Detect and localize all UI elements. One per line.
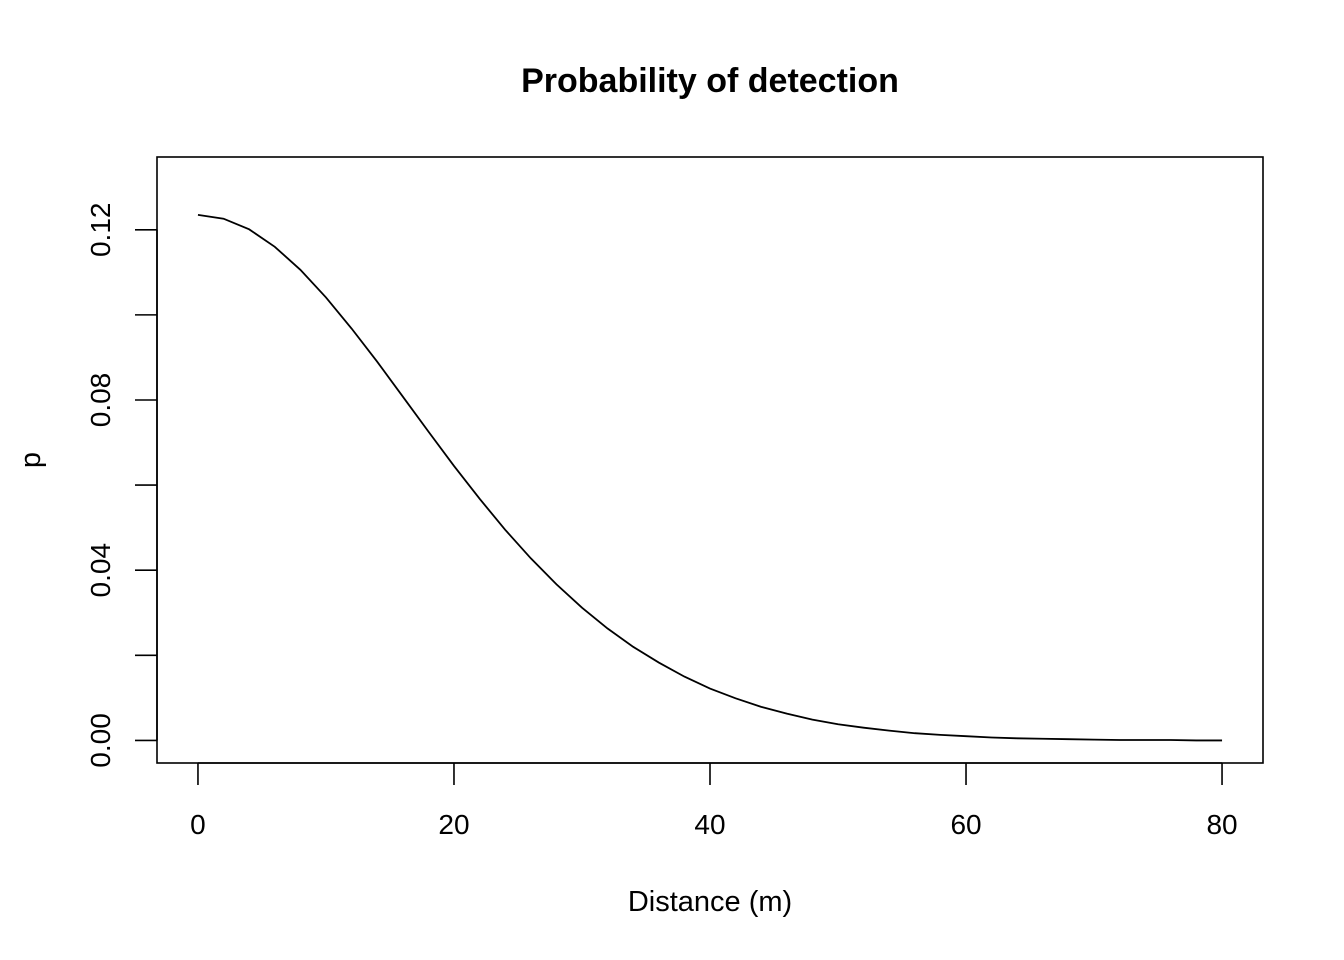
- x-tick-label: 80: [1206, 809, 1237, 840]
- x-tick-label: 40: [694, 809, 725, 840]
- x-axis-label: Distance (m): [628, 886, 792, 918]
- x-tick-label: 60: [950, 809, 981, 840]
- detection-curve: [197, 213, 1223, 742]
- y-axis: 0.00 0.04 0.08 0.12: [85, 203, 158, 768]
- x-tick-label: 0: [190, 809, 206, 840]
- x-tick-label: 20: [438, 809, 469, 840]
- y-tick-label: 0.08: [85, 373, 116, 428]
- y-axis-label: p: [15, 452, 47, 468]
- y-tick-label: 0.00: [85, 713, 116, 768]
- x-axis: 0 20 40 60 80: [190, 762, 1238, 840]
- y-tick-label: 0.04: [85, 543, 116, 598]
- chart-title: Probability of detection: [521, 62, 899, 100]
- y-tick-label: 0.12: [85, 203, 116, 257]
- plot-frame: [156, 156, 1264, 764]
